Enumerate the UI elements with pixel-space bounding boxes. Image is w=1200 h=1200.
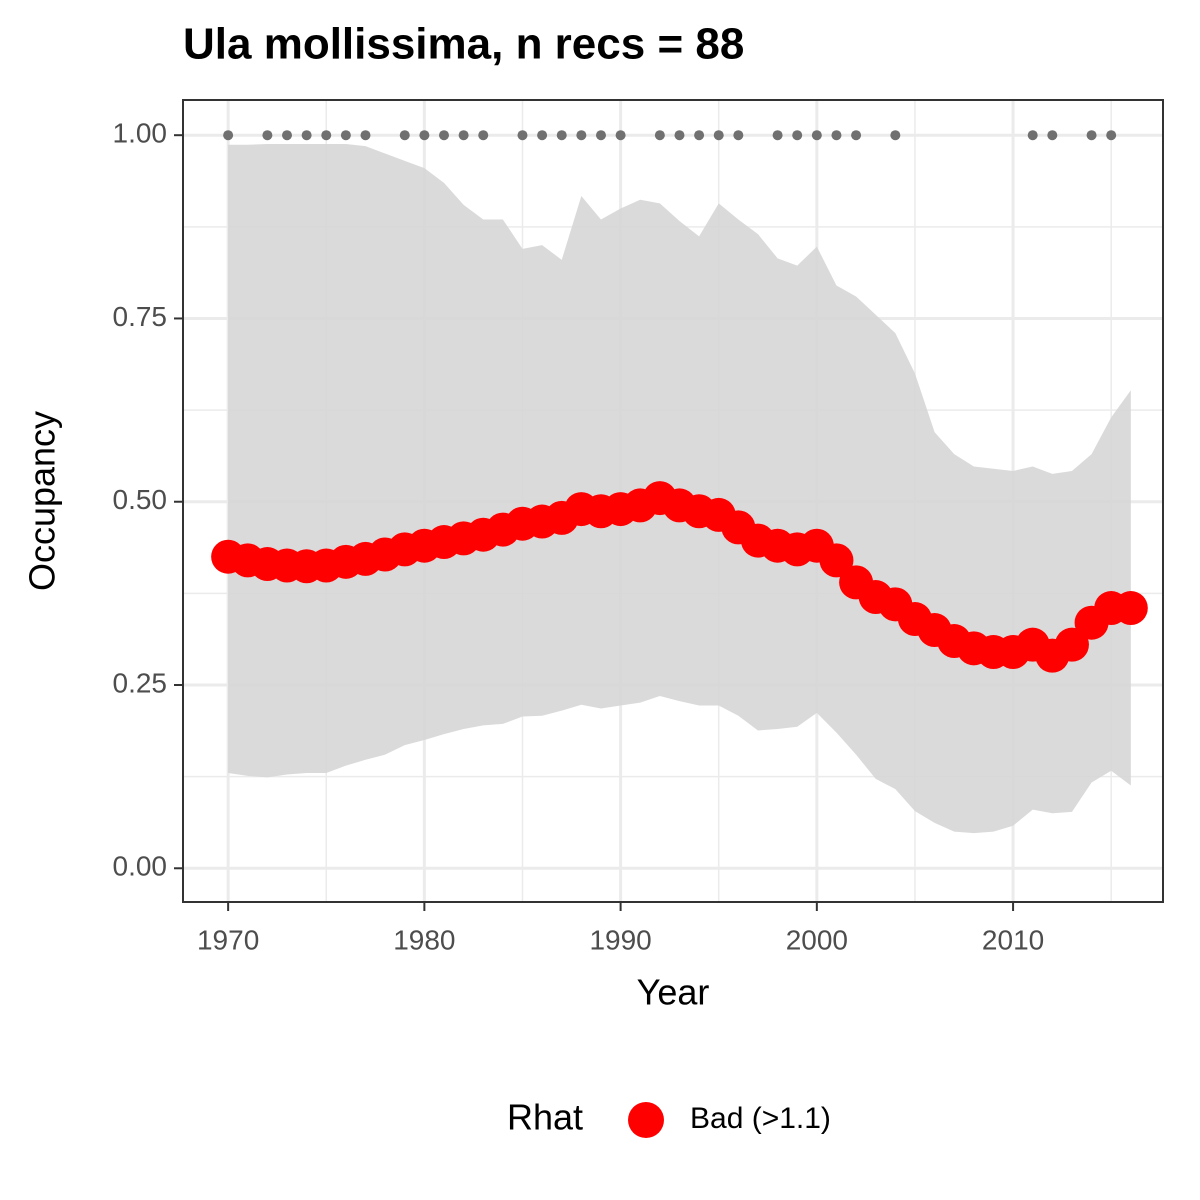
y-tick-label: 0.75: [113, 301, 168, 332]
x-tick-label: 1970: [197, 924, 259, 955]
chart-title: Ula mollissima, n recs = 88: [183, 20, 744, 69]
record-point: [458, 130, 469, 141]
record-point: [419, 130, 430, 141]
record-point: [1086, 130, 1097, 141]
record-point: [438, 130, 449, 141]
record-point: [792, 130, 803, 141]
record-point: [517, 130, 528, 141]
x-tick-label: 2000: [786, 924, 848, 955]
record-point: [282, 130, 293, 141]
record-point: [478, 130, 489, 141]
record-point: [831, 130, 842, 141]
record-point: [340, 130, 351, 141]
legend-label: Bad (>1.1): [690, 1102, 831, 1135]
record-point: [733, 130, 744, 141]
record-point: [556, 130, 567, 141]
record-point: [890, 130, 901, 141]
record-point: [576, 130, 587, 141]
legend-title: Rhat: [507, 1097, 583, 1138]
x-tick-label: 1990: [589, 924, 651, 955]
record-point: [851, 130, 862, 141]
record-point: [772, 130, 783, 141]
record-point: [713, 130, 724, 141]
legend-symbol: [628, 1102, 664, 1138]
record-point: [321, 130, 332, 141]
record-point: [399, 130, 410, 141]
record-point: [615, 130, 626, 141]
point: [819, 543, 854, 578]
record-point: [811, 130, 822, 141]
record-point: [1027, 130, 1038, 141]
record-point: [262, 130, 273, 141]
record-point: [223, 130, 234, 141]
record-point: [1047, 130, 1058, 141]
y-tick-label: 0.25: [113, 667, 168, 698]
x-tick-label: 1980: [393, 924, 455, 955]
y-tick-label: 0.50: [113, 484, 168, 515]
y-tick-label: 1.00: [113, 118, 168, 149]
record-point: [537, 130, 548, 141]
record-point: [360, 130, 371, 141]
point: [1054, 627, 1089, 662]
y-tick-label: 0.00: [113, 851, 168, 882]
record-point: [674, 130, 685, 141]
point: [1113, 591, 1148, 626]
x-axis-title: Year: [637, 972, 710, 1013]
record-point: [595, 130, 606, 141]
record-point: [654, 130, 665, 141]
record-point: [694, 130, 705, 141]
x-tick-label: 2010: [982, 924, 1044, 955]
panel-border: [182, 99, 1164, 903]
record-point: [301, 130, 312, 141]
y-axis-title: Occupancy: [22, 411, 63, 591]
record-point: [1106, 130, 1117, 141]
